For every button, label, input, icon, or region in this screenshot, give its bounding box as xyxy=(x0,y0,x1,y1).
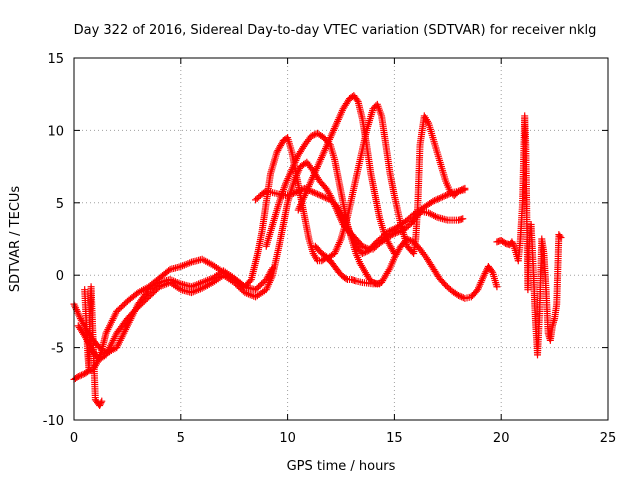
data-point xyxy=(97,399,105,407)
data-point xyxy=(322,194,330,202)
data-point xyxy=(79,370,87,378)
data-point xyxy=(318,192,326,200)
data-point xyxy=(556,232,564,240)
data-point xyxy=(387,226,395,234)
data-point xyxy=(432,196,440,204)
series-track-1 xyxy=(70,255,277,383)
tick-marks xyxy=(73,57,609,421)
data-point xyxy=(291,189,299,197)
data-point xyxy=(456,292,464,300)
data-point xyxy=(454,291,462,299)
x-tick-label: 25 xyxy=(600,431,617,446)
data-point xyxy=(434,195,442,203)
data-point xyxy=(456,186,464,194)
x-axis-label: GPS time / hours xyxy=(287,459,396,474)
data-point xyxy=(98,397,106,405)
data-point xyxy=(76,372,84,380)
data-point xyxy=(440,192,448,200)
data-point xyxy=(294,187,302,195)
data-point xyxy=(289,189,297,197)
data-point xyxy=(438,193,446,201)
data-point xyxy=(557,234,565,242)
y-tick-label: 15 xyxy=(47,52,64,67)
x-tick-label: 0 xyxy=(70,431,78,446)
y-tick-label: 10 xyxy=(47,124,64,139)
data-point xyxy=(386,227,394,235)
data-point xyxy=(309,188,317,196)
data-point xyxy=(435,194,443,202)
data-point xyxy=(488,267,496,275)
data-point xyxy=(309,131,317,139)
data-point xyxy=(461,184,469,192)
data-point xyxy=(362,248,370,256)
data-point xyxy=(459,215,467,223)
data-point xyxy=(73,374,81,382)
y-tick-label: 5 xyxy=(56,197,64,212)
data-point xyxy=(293,188,301,196)
data-point xyxy=(312,189,320,197)
data-point xyxy=(429,197,437,205)
plot-points xyxy=(70,92,565,410)
data-point xyxy=(360,249,368,257)
data-point xyxy=(353,96,361,104)
data-point xyxy=(459,185,467,193)
data-point xyxy=(442,192,450,200)
data-point xyxy=(389,248,397,256)
data-point xyxy=(315,191,323,199)
y-tick-label: -5 xyxy=(51,342,64,357)
data-point xyxy=(288,190,296,198)
data-point xyxy=(458,293,466,301)
x-tick-label: 10 xyxy=(279,431,296,446)
plot-frame xyxy=(73,57,609,421)
data-point xyxy=(458,186,466,194)
y-tick-label: 0 xyxy=(56,269,64,284)
data-point xyxy=(493,283,501,291)
y-tick-label: -10 xyxy=(43,414,64,429)
data-point xyxy=(358,249,366,257)
data-point xyxy=(358,242,366,250)
series-track-7 xyxy=(311,100,469,262)
data-point xyxy=(342,275,350,283)
x-tick-labels: 0 5 10 15 20 25 xyxy=(70,431,616,446)
data-point xyxy=(74,373,82,381)
data-point xyxy=(509,241,517,249)
data-point xyxy=(323,194,331,202)
data-point xyxy=(395,228,403,236)
data-point xyxy=(310,189,318,197)
data-point xyxy=(77,371,85,379)
data-point xyxy=(296,186,304,194)
data-point xyxy=(437,194,445,202)
chart-title: Day 322 of 2016, Sidereal Day-to-day VTE… xyxy=(74,23,597,38)
series-track-5 xyxy=(262,129,501,302)
x-tick-label: 20 xyxy=(493,431,510,446)
data-point xyxy=(431,212,439,220)
data-point xyxy=(314,190,322,198)
data-point xyxy=(317,192,325,200)
x-tick-label: 5 xyxy=(177,431,185,446)
y-tick-labels: -10 -5 0 5 10 15 xyxy=(43,52,64,429)
x-tick-label: 15 xyxy=(386,431,403,446)
series-track-9 xyxy=(493,112,565,359)
data-point xyxy=(443,191,451,199)
data-point xyxy=(454,187,462,195)
data-point xyxy=(165,267,173,275)
data-point xyxy=(320,193,328,201)
data-point xyxy=(390,249,398,257)
data-point xyxy=(430,197,438,205)
data-point xyxy=(307,132,315,140)
series-track-8 xyxy=(81,283,106,410)
y-axis-label: SDTVAR / TECUs xyxy=(8,186,23,293)
